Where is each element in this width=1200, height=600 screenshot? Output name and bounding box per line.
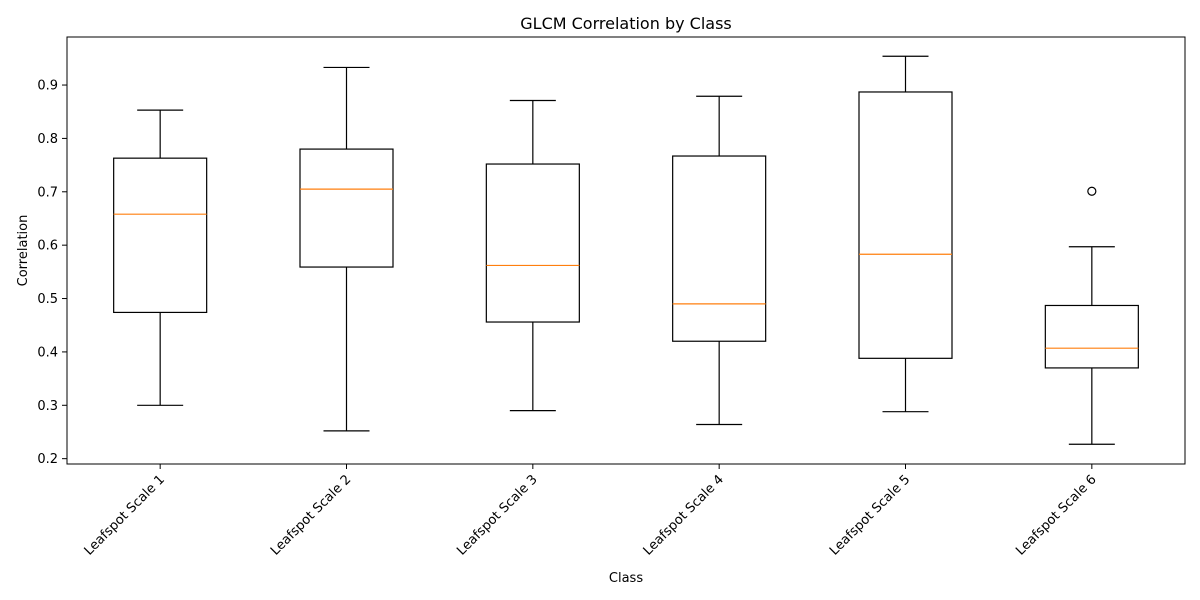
y-tick-label: 0.9 — [37, 79, 58, 94]
x-axis: Leafspot Scale 1 Leafspot Scale 2 Leafspot… — [82, 464, 1100, 559]
iqr-box — [1044, 304, 1139, 369]
outlier-point — [1087, 186, 1097, 196]
box-group — [858, 55, 953, 413]
x-tick-label: Leafspot Scale 4 — [641, 472, 727, 558]
y-tick-label: 0.8 — [37, 132, 58, 147]
x-tick-label: Leafspot Scale 3 — [454, 472, 540, 558]
box-group — [485, 99, 580, 412]
x-tick-label: Leafspot Scale 6 — [1013, 472, 1099, 558]
iqr-box — [672, 155, 767, 342]
y-tick-label: 0.2 — [37, 452, 58, 467]
y-axis-label: Correlation — [16, 215, 31, 287]
iqr-box — [858, 91, 953, 359]
x-tick-label: Leafspot Scale 2 — [268, 472, 354, 558]
x-axis-label: Class — [609, 571, 643, 586]
x-tick-label: Leafspot Scale 1 — [82, 472, 168, 558]
box-group — [113, 109, 208, 406]
plot-area — [113, 55, 1139, 445]
box-group — [672, 95, 767, 426]
iqr-box — [113, 157, 208, 314]
plot-frame — [66, 36, 1186, 465]
y-tick-label: 0.7 — [37, 185, 58, 200]
iqr-box — [299, 148, 394, 268]
box-group — [299, 66, 394, 432]
y-tick-label: 0.6 — [37, 239, 58, 254]
iqr-box — [485, 163, 580, 323]
chart-title: GLCM Correlation by Class — [520, 14, 732, 33]
y-tick-label: 0.4 — [37, 345, 58, 360]
y-axis: 0.2 0.3 0.4 0.5 0.6 0.7 0.8 0.9 — [37, 79, 67, 467]
y-tick-label: 0.3 — [37, 399, 58, 414]
x-tick-label: Leafspot Scale 5 — [827, 472, 913, 558]
box-group — [1044, 186, 1139, 445]
y-tick-label: 0.5 — [37, 292, 58, 307]
